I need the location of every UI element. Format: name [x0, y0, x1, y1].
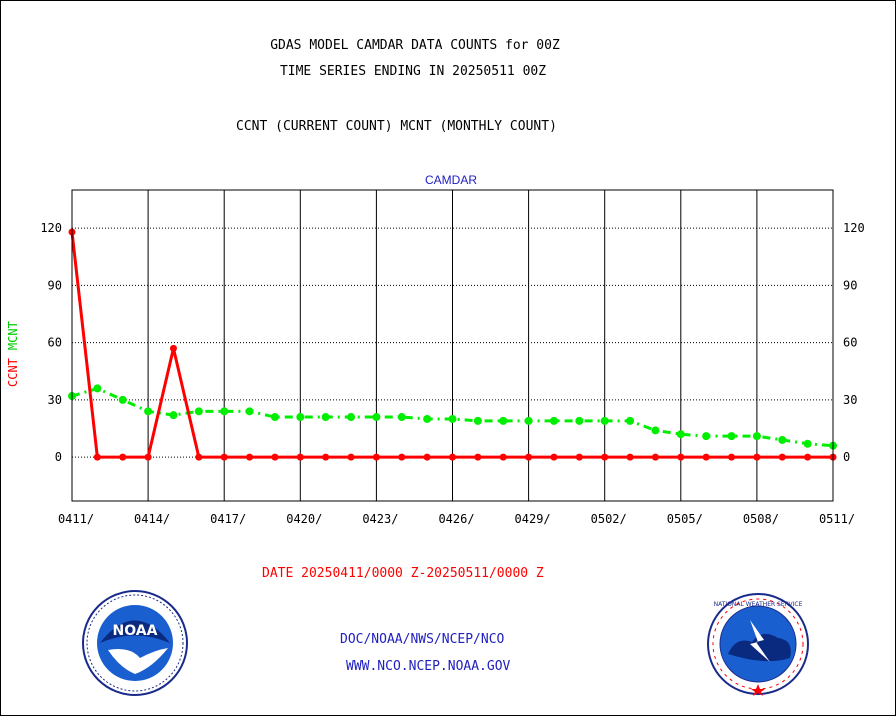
date-range-label: DATE 20250411/0000 Z-20250511/0000 Z [262, 566, 544, 581]
data-point-ccnt [626, 453, 634, 461]
data-point-mcnt [651, 426, 660, 435]
data-point-ccnt [195, 453, 203, 461]
x-tick-label: 0420/ [286, 512, 322, 526]
data-point-ccnt [778, 453, 786, 461]
y-tick-label-left: 90 [48, 278, 62, 292]
y-tick-label-left: 120 [40, 221, 62, 235]
data-point-mcnt [575, 416, 584, 425]
noaa-logo: NOAA [82, 590, 188, 696]
data-point-mcnt [93, 384, 102, 393]
data-point-mcnt [423, 414, 432, 423]
data-point-mcnt [778, 435, 787, 444]
data-point-mcnt [347, 413, 356, 422]
data-point-ccnt [753, 453, 761, 461]
x-tick-label: 0429/ [515, 512, 551, 526]
grid-layer [71, 190, 834, 501]
x-tick-label: 0414/ [134, 512, 170, 526]
x-tick-label: 0511/ [819, 512, 855, 526]
credit-line-1: DOC/NOAA/NWS/NCEP/NCO [340, 632, 505, 647]
data-point-mcnt [321, 413, 330, 422]
data-point-mcnt [727, 432, 736, 441]
noaa-logo-text: NOAA [113, 623, 158, 639]
data-point-mcnt [448, 414, 457, 423]
data-point-ccnt [728, 453, 736, 461]
data-point-mcnt [194, 407, 203, 416]
data-point-ccnt [322, 453, 330, 461]
data-point-ccnt [677, 453, 685, 461]
series-layer [68, 228, 837, 461]
data-point-ccnt [246, 453, 254, 461]
data-point-mcnt [499, 416, 508, 425]
plot-title: CAMDAR [425, 173, 477, 187]
data-point-ccnt [144, 453, 152, 461]
data-point-ccnt [474, 453, 482, 461]
data-point-ccnt [119, 453, 127, 461]
y-tick-label-left: 60 [48, 336, 62, 350]
data-point-mcnt [752, 432, 761, 441]
data-point-mcnt [372, 413, 381, 422]
nws-logo: NATIONAL WEATHER SERVICE [707, 593, 809, 696]
data-point-ccnt [169, 344, 177, 352]
y-tick-label-right: 0 [843, 450, 850, 464]
x-tick-label: 0423/ [362, 512, 398, 526]
data-point-ccnt [525, 453, 533, 461]
data-point-mcnt [296, 413, 305, 422]
data-point-mcnt [676, 430, 685, 439]
data-point-ccnt [296, 453, 304, 461]
data-point-mcnt [118, 395, 127, 404]
tick-labels: 0411/0414/0417/0420/0423/0426/0429/0502/… [40, 221, 864, 526]
data-point-ccnt [550, 453, 558, 461]
nws-logo-text: NATIONAL WEATHER SERVICE [714, 601, 803, 608]
data-point-ccnt [702, 453, 710, 461]
data-point-mcnt [473, 416, 482, 425]
y-tick-label-right: 90 [843, 278, 857, 292]
data-point-mcnt [270, 413, 279, 422]
y-tick-label-right: 120 [843, 221, 865, 235]
data-point-mcnt [600, 416, 609, 425]
data-point-mcnt [169, 411, 178, 420]
x-tick-label: 0411/ [58, 512, 94, 526]
data-point-ccnt [220, 453, 228, 461]
data-point-mcnt [626, 416, 635, 425]
data-point-ccnt [499, 453, 507, 461]
data-point-mcnt [144, 407, 153, 416]
x-tick-label: 0508/ [743, 512, 779, 526]
data-point-mcnt [245, 407, 254, 416]
data-point-mcnt [524, 416, 533, 425]
data-point-ccnt [423, 453, 431, 461]
data-point-mcnt [803, 439, 812, 448]
data-point-mcnt [220, 407, 229, 416]
data-point-ccnt [93, 453, 101, 461]
data-point-ccnt [601, 453, 609, 461]
data-point-ccnt [372, 453, 380, 461]
y-tick-label-left: 0 [55, 450, 62, 464]
y-tick-label-right: 30 [843, 393, 857, 407]
data-point-ccnt [449, 453, 456, 461]
x-tick-label: 0426/ [438, 512, 474, 526]
chart-subtitle: CCNT (CURRENT COUNT) MCNT (MONTHLY COUNT… [236, 119, 557, 134]
data-point-ccnt [398, 453, 406, 461]
chart-title-line2: TIME SERIES ENDING IN 20250511 00Z [279, 64, 547, 79]
data-point-mcnt [549, 416, 558, 425]
plot-area-border [71, 189, 834, 502]
data-point-ccnt [804, 453, 812, 461]
data-point-mcnt [397, 413, 406, 422]
data-point-ccnt [651, 453, 659, 461]
x-tick-label: 0505/ [667, 512, 703, 526]
data-point-ccnt [271, 453, 279, 461]
x-tick-label: 0417/ [210, 512, 246, 526]
data-point-ccnt [347, 453, 355, 461]
y-tick-label-right: 60 [843, 336, 857, 350]
x-tick-label: 0502/ [591, 512, 627, 526]
credit-line-2: WWW.NCO.NCEP.NOAA.GOV [346, 659, 511, 674]
data-point-ccnt [575, 453, 583, 461]
y-tick-label-left: 30 [48, 393, 62, 407]
data-point-mcnt [702, 432, 711, 441]
chart-title-line1: GDAS MODEL CAMDAR DATA COUNTS for 00Z [270, 38, 560, 53]
